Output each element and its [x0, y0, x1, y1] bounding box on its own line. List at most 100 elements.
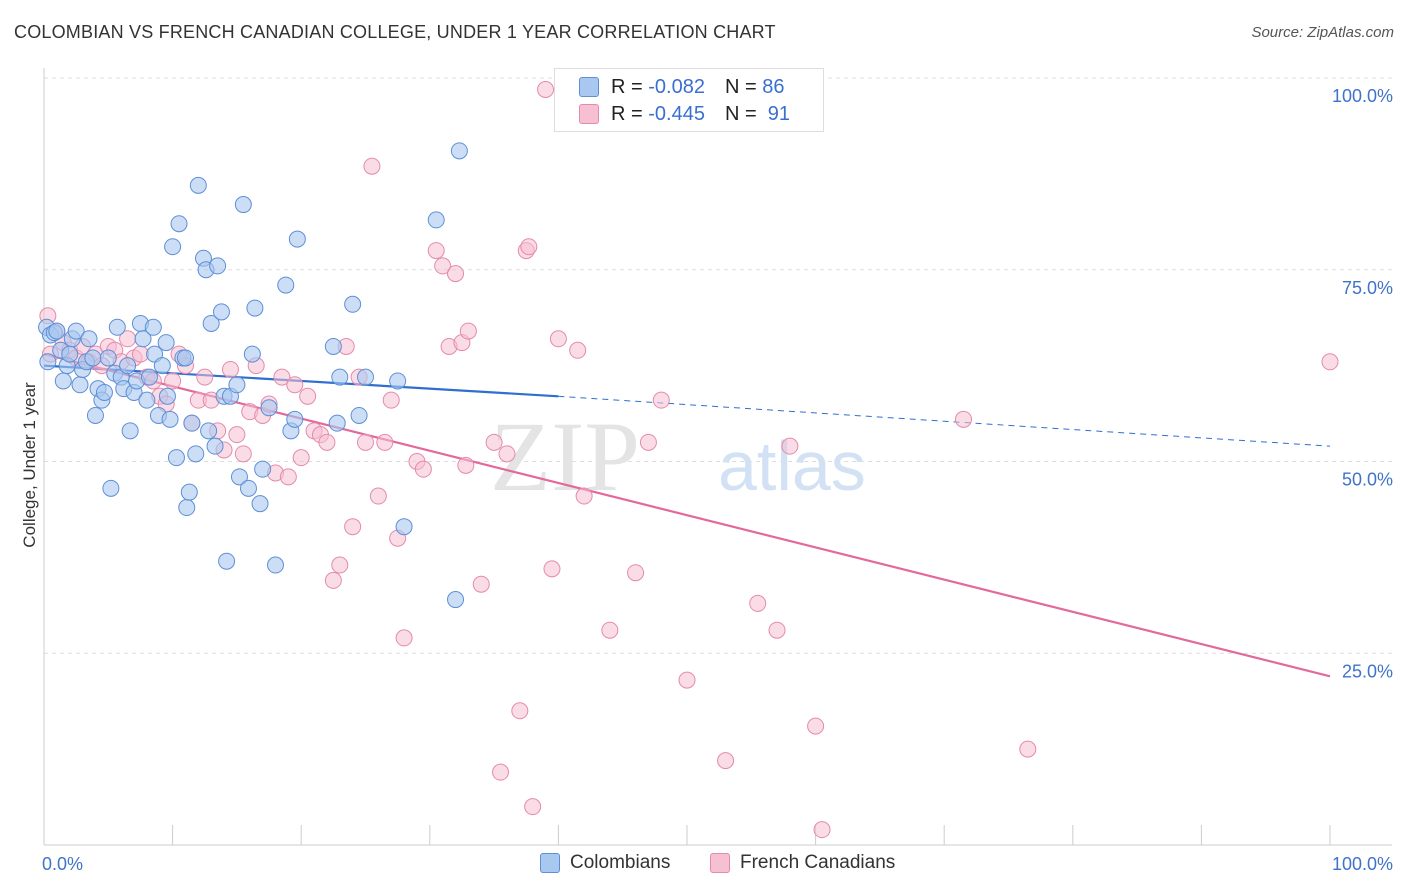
colombians-point: [170, 215, 188, 233]
series-legend: Colombians French Canadians: [0, 852, 1406, 876]
colombians-point: [209, 257, 227, 275]
colombians-point: [54, 372, 72, 390]
french-canadians-point: [768, 621, 786, 639]
french-canadians-point: [376, 433, 394, 451]
french-canadians-point: [485, 433, 503, 451]
french-canadians-point: [1321, 353, 1339, 371]
colombians-n-value: 86: [762, 75, 785, 98]
colombians-point: [121, 422, 139, 440]
french-canadians-point: [331, 556, 349, 574]
colombians-point: [228, 376, 246, 394]
colombians-point: [95, 383, 113, 401]
colombians-point: [99, 349, 117, 367]
french-canadians-r-value: -0.445: [648, 102, 705, 125]
colombians-point: [331, 368, 349, 386]
colombians-point: [178, 499, 196, 517]
colombians-point: [157, 334, 175, 352]
y-axis-label: College, Under 1 year: [20, 382, 39, 548]
colombians-point: [84, 349, 102, 367]
french-canadians-point: [1019, 740, 1037, 758]
colombians-point: [183, 414, 201, 432]
french-canadians-point: [414, 460, 432, 478]
french-canadians-point: [652, 391, 670, 409]
colombians-point: [140, 368, 158, 386]
french-canadians-point: [369, 487, 387, 505]
french-canadians-point: [344, 518, 362, 536]
colombians-point: [161, 410, 179, 428]
colombians-point: [176, 349, 194, 367]
trend-lines: [43, 353, 1331, 678]
french-canadians-point: [678, 671, 696, 689]
axes: [43, 68, 1392, 846]
french-canadians-point: [807, 717, 825, 735]
french-canadians-point: [363, 157, 381, 175]
colombians-r-value: -0.082: [648, 75, 705, 98]
french-canadians-point: [292, 449, 310, 467]
colombians-point: [138, 391, 156, 409]
y-tick-label: 50.0%: [1342, 470, 1393, 490]
french-canadians-n-value: 91: [767, 102, 791, 125]
colombians-point: [189, 176, 207, 194]
colombians-point: [239, 479, 257, 497]
french-canadians-point: [569, 341, 587, 359]
r-label: R =: [611, 102, 643, 125]
french-canadians-point: [537, 81, 555, 99]
y-tick-label: 100.0%: [1332, 86, 1393, 106]
colombians-point: [389, 372, 407, 390]
colombians-point: [427, 211, 445, 229]
french-canadians-point: [492, 763, 510, 781]
french-canadians-point: [286, 376, 304, 394]
colombians-point: [212, 303, 230, 321]
french-canadians-point: [511, 702, 529, 720]
colombians-point: [153, 357, 171, 375]
french-canadians-point: [196, 368, 214, 386]
colombians-point: [200, 422, 218, 440]
source-label: Source: ZipAtlas.com: [1251, 24, 1394, 41]
colombians-point: [108, 318, 126, 336]
french-canadians-point: [228, 426, 246, 444]
colombians-point: [167, 449, 185, 467]
french-canadians-point: [472, 575, 490, 593]
colombians-point: [230, 468, 248, 486]
french-canadians-point: [601, 621, 619, 639]
colombians-point: [144, 318, 162, 336]
french-canadians-point: [627, 564, 645, 582]
french-canadians-point: [543, 560, 561, 578]
legend-row-colombians: R = -0.082 N = 86: [579, 75, 784, 99]
french-canadians-point: [749, 594, 767, 612]
french-canadians-point: [520, 238, 538, 256]
french-canadians-point: [234, 445, 252, 463]
colombians-point: [251, 495, 269, 513]
colombians-swatch: [540, 853, 560, 873]
n-label: N =: [724, 102, 757, 125]
colombians-point: [266, 556, 284, 574]
colombians-point: [206, 437, 224, 455]
x-tick-label: 0.0%: [42, 854, 83, 874]
french-canadians-point: [279, 468, 297, 486]
french-canadians-points: [39, 81, 1339, 839]
french-canadians-point: [324, 571, 342, 589]
colombians-point: [447, 591, 465, 609]
colombians-point: [260, 399, 278, 417]
n-label: N =: [724, 75, 757, 98]
french-canadians-point: [299, 387, 317, 405]
colombians-point: [344, 295, 362, 313]
colombians-point: [48, 322, 66, 340]
colombians-point: [450, 142, 468, 160]
french-canadians-point: [357, 433, 374, 451]
colombians-point: [180, 483, 198, 501]
french-canadians-point: [549, 330, 567, 348]
tick-labels: 100.0% 75.0% 50.0% 25.0% 0.0% 100.0%: [42, 86, 1393, 874]
french-canadians-point: [318, 433, 336, 451]
colombians-point: [67, 322, 85, 340]
colombians-point: [243, 345, 261, 363]
colombians-point: [254, 460, 272, 478]
colombians-point: [119, 357, 137, 375]
y-tick-label: 75.0%: [1342, 278, 1393, 298]
french-canadians-point: [131, 345, 149, 363]
colombians-point: [246, 299, 264, 317]
colombians-point: [324, 337, 342, 355]
french-canadians-point: [498, 445, 516, 463]
french-canadians-point: [813, 821, 831, 839]
colombians-point: [164, 238, 182, 256]
